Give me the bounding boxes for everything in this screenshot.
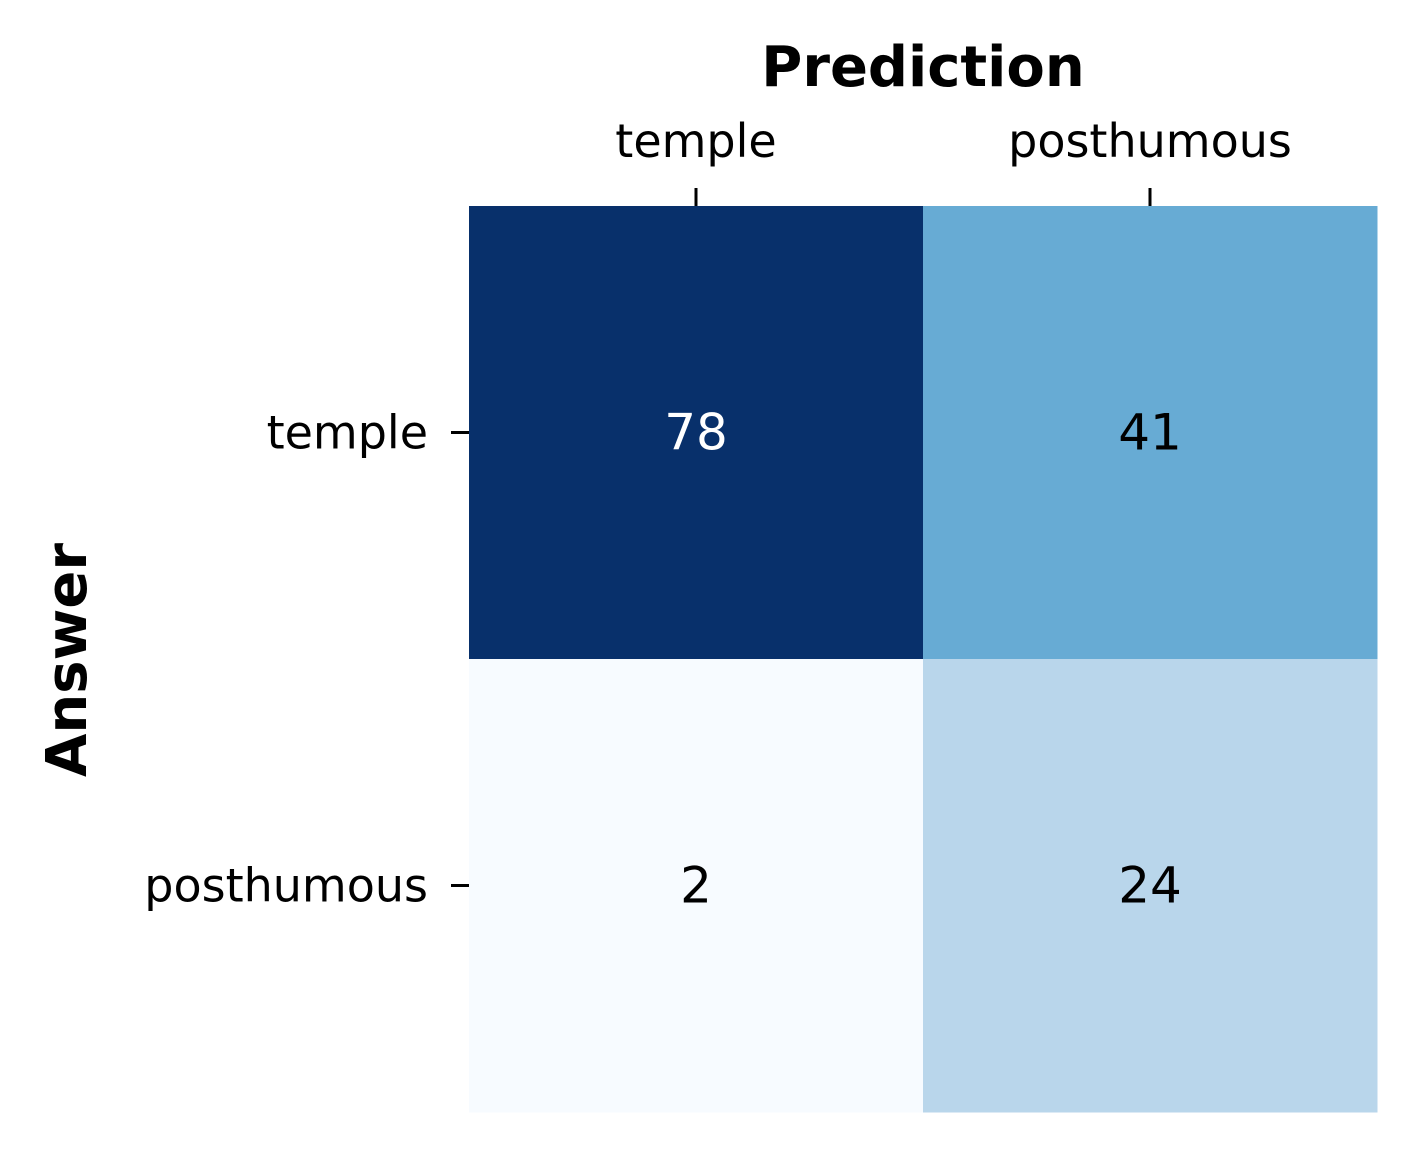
- y-tick-label: temple: [267, 406, 428, 460]
- y-tick-label: posthumous: [144, 859, 428, 913]
- heatmap-cell-value: 2: [680, 857, 712, 915]
- x-axis-title: Prediction: [761, 35, 1084, 100]
- heatmap-cells: [469, 206, 1378, 1113]
- heatmap-cell: [923, 206, 1378, 660]
- x-tick-label: temple: [615, 114, 776, 168]
- y-axis-ticks: temple posthumous: [144, 406, 469, 913]
- x-tick-label: posthumous: [1008, 114, 1292, 168]
- y-axis-title: Answer: [35, 543, 100, 777]
- heatmap-cell-value: 78: [664, 404, 728, 462]
- heatmap-cell: [923, 659, 1378, 1113]
- heatmap-cell-labels: 78 41 2 24: [664, 404, 1182, 915]
- heatmap-cell: [469, 659, 924, 1113]
- heatmap-cell-value: 41: [1118, 404, 1182, 462]
- heatmap-cell-value: 24: [1118, 857, 1182, 915]
- heatmap-cell: [469, 206, 924, 660]
- x-axis-ticks: temple posthumous: [615, 114, 1292, 206]
